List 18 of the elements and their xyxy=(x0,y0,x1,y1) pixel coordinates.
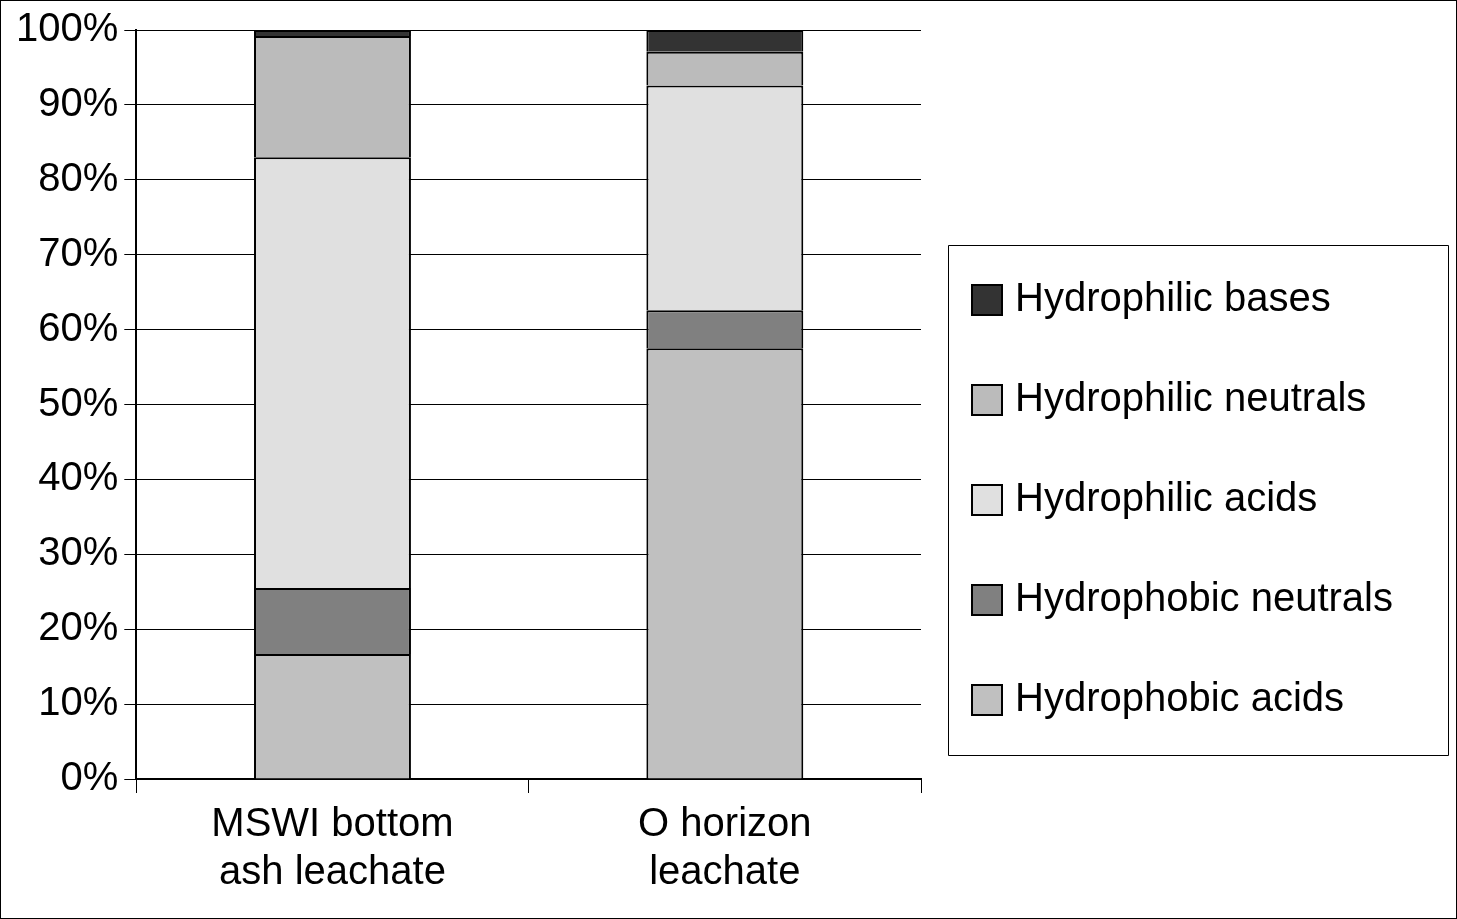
y-tick-label: 60% xyxy=(38,304,119,349)
y-tick-label: 40% xyxy=(38,454,119,499)
legend-label: Hydrophobic neutrals xyxy=(1015,575,1393,620)
y-tick-label: 30% xyxy=(38,529,119,574)
y-tick-label: 10% xyxy=(38,679,119,724)
x-tick-label: O horizon leachate xyxy=(638,800,812,893)
y-tick-label: 90% xyxy=(38,79,119,124)
legend-label: Hydrophobic acids xyxy=(1015,675,1345,720)
y-tick-label: 80% xyxy=(38,154,119,199)
y-tick-label: 0% xyxy=(60,754,119,799)
legend-label: Hydrophilic bases xyxy=(1015,275,1331,320)
y-tick-label: 70% xyxy=(38,229,119,274)
x-tick-label: MSWI bottom ash leachate xyxy=(211,800,454,893)
y-tick-label: 50% xyxy=(38,379,119,424)
y-tick-label: 100% xyxy=(15,5,119,50)
legend-label: Hydrophilic acids xyxy=(1015,475,1318,520)
y-tick-label: 20% xyxy=(38,604,119,649)
legend-label: Hydrophilic neutrals xyxy=(1015,375,1367,420)
